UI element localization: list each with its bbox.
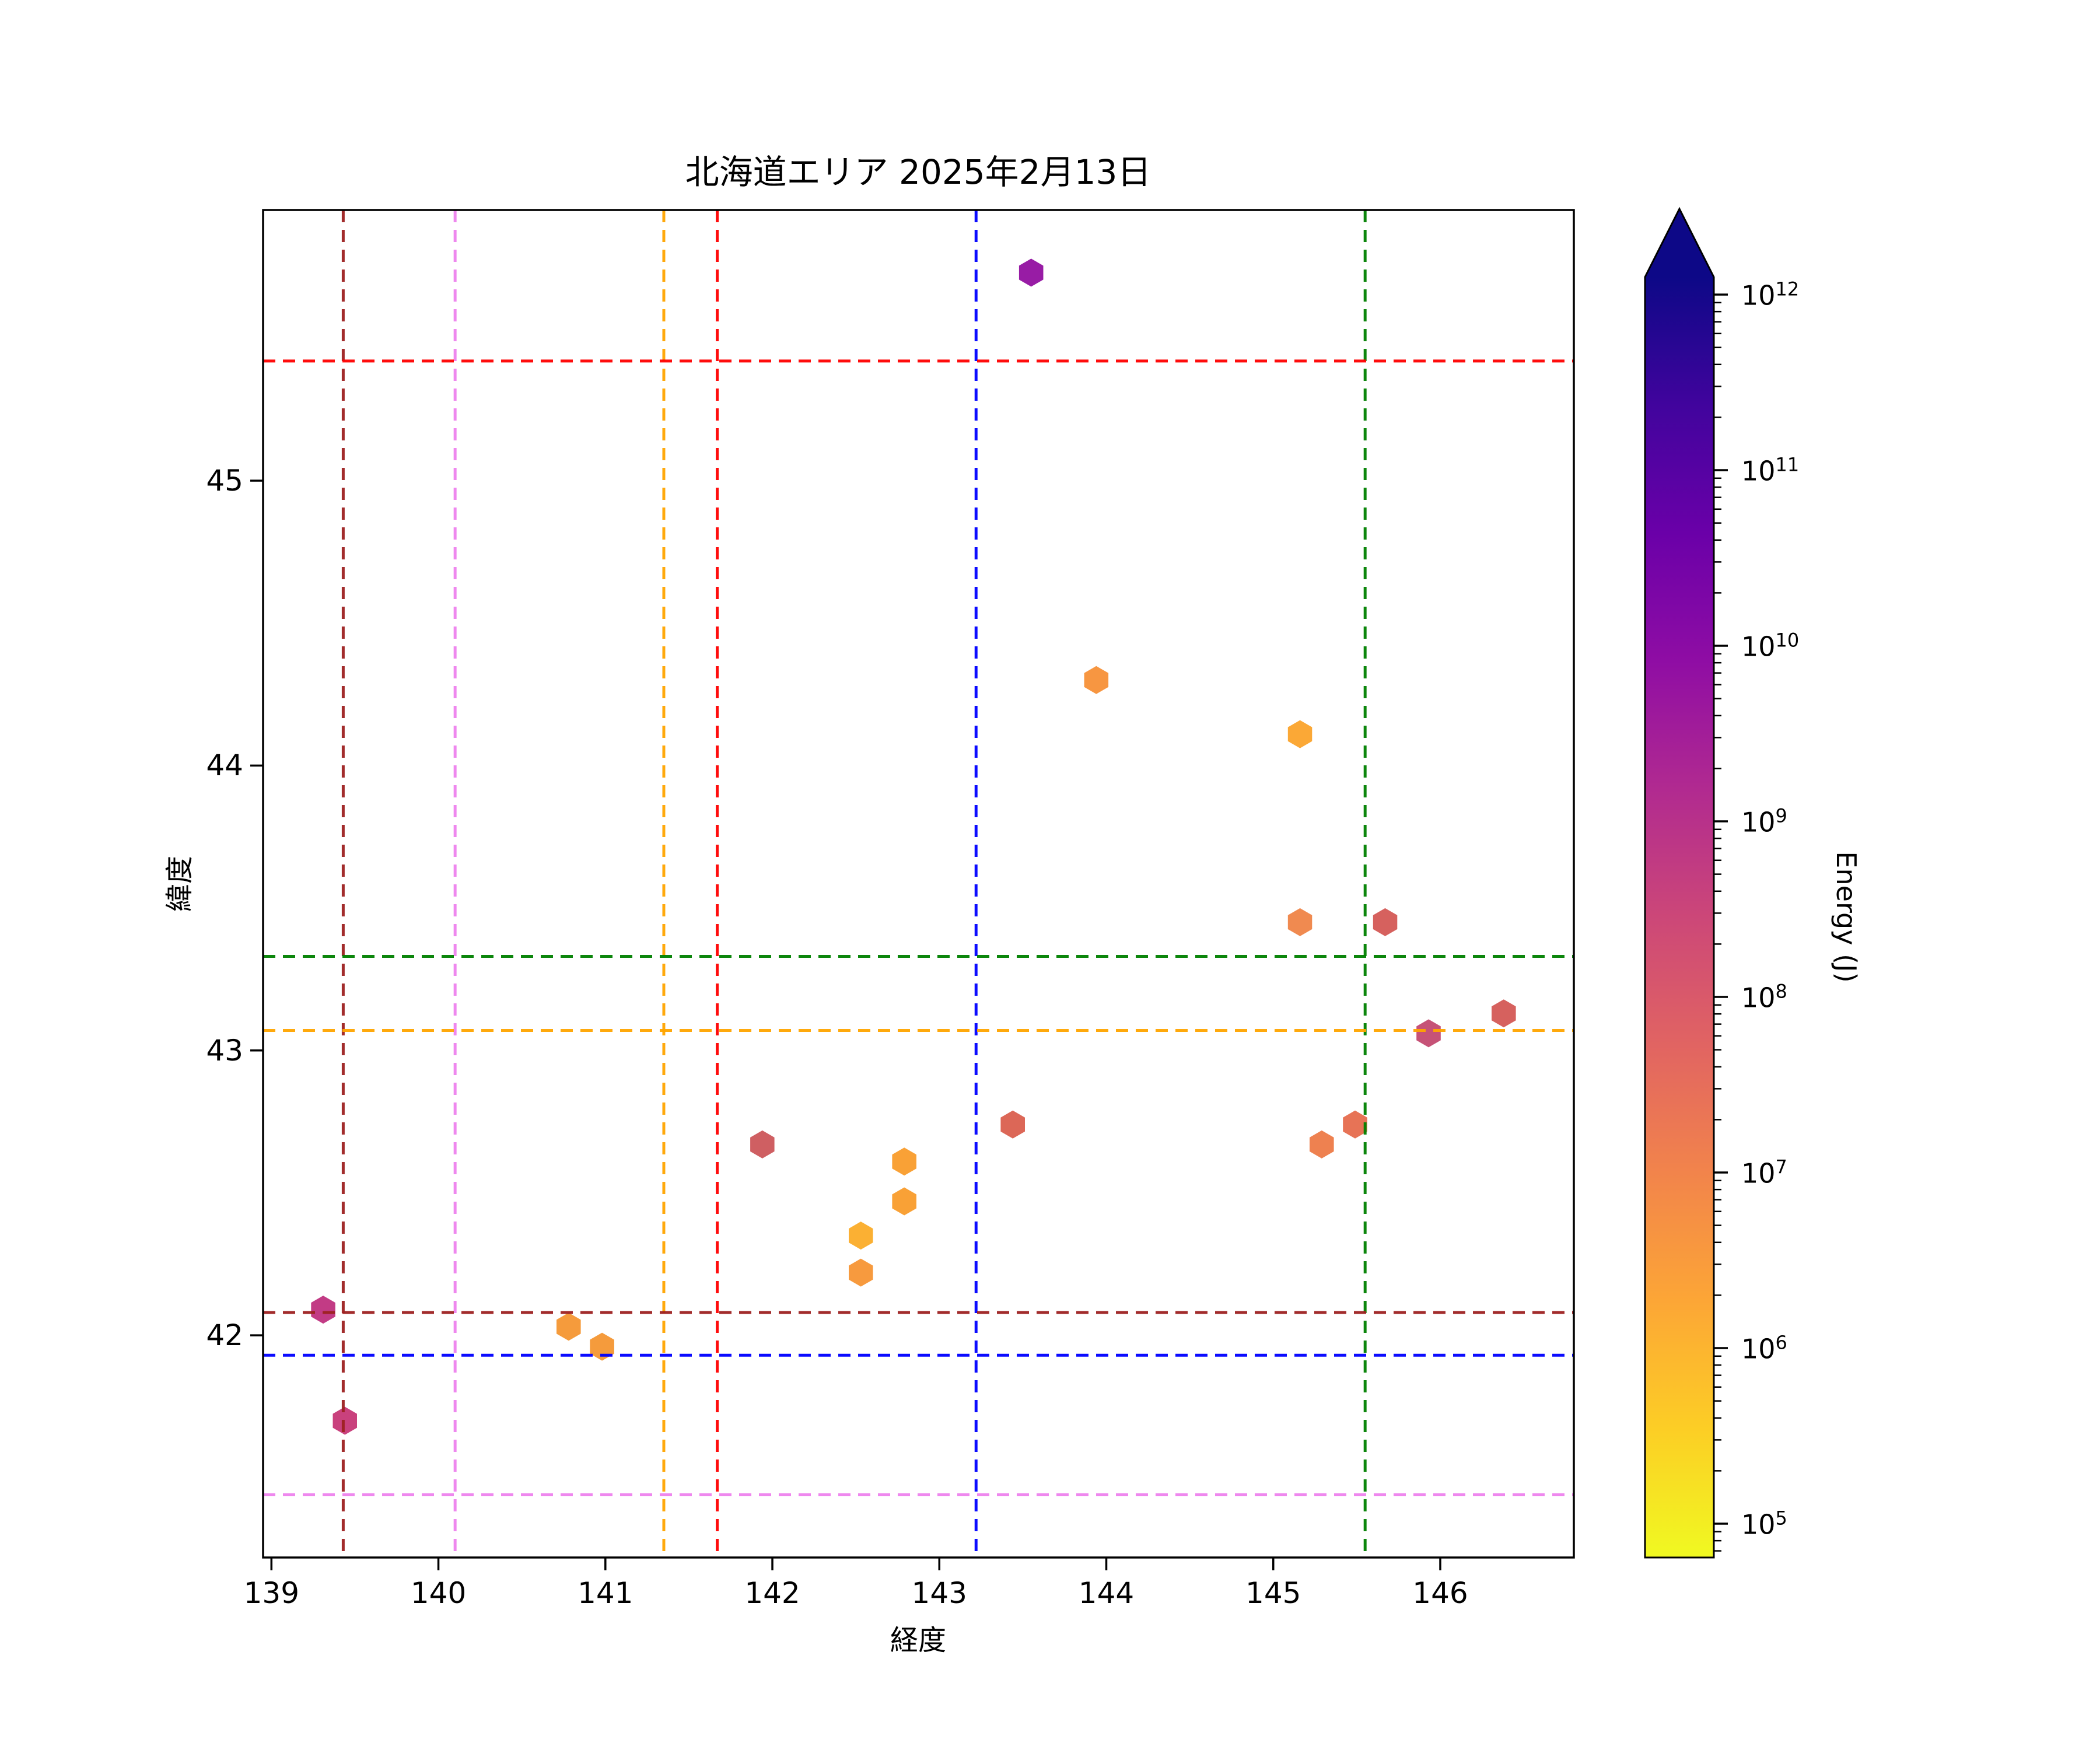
x-tick-label: 141 [578,1576,634,1610]
y-axis-label: 緯度 [163,855,196,912]
x-tick-label: 145 [1245,1576,1301,1610]
x-tick-label: 142 [744,1576,800,1610]
x-axis-label: 経度 [890,1624,947,1657]
y-tick-label: 44 [206,748,243,783]
data-point-hexagon[interactable] [1492,999,1516,1028]
data-point-hexagon[interactable] [849,1222,873,1250]
plot-border [262,209,1575,1559]
y-tick-label: 43 [206,1033,243,1068]
data-point-hexagon[interactable] [311,1296,335,1324]
colorbar-tick-label: 109 [1741,804,1787,838]
data-point-hexagon[interactable] [1287,908,1312,936]
y-tick-label: 42 [206,1318,243,1353]
data-point-hexagon[interactable] [1310,1130,1334,1158]
data-point-hexagon[interactable] [750,1130,775,1158]
colorbar-gradient [1645,277,1714,1558]
colorbar-tick-label: 1012 [1741,278,1800,312]
data-point-hexagon[interactable] [1000,1110,1025,1139]
x-tick-label: 146 [1412,1576,1468,1610]
colorbar-tick-label: 1011 [1741,453,1800,487]
y-tick-label: 45 [206,463,243,498]
chart-title: 北海道エリア 2025年2月13日 [685,152,1152,192]
colorbar-tick-label: 106 [1741,1331,1787,1365]
data-point-hexagon[interactable] [892,1147,916,1176]
data-point-hexagon[interactable] [590,1332,614,1361]
data-point-hexagon[interactable] [1343,1110,1367,1139]
data-point-hexagon[interactable] [332,1406,358,1435]
data-point-hexagon[interactable] [892,1187,916,1216]
colorbar-tick-label: 1010 [1741,629,1800,663]
data-point-hexagon[interactable] [1373,908,1398,936]
x-tick-label: 139 [243,1576,300,1610]
data-point-hexagon[interactable] [1084,666,1109,694]
x-tick-label: 144 [1078,1576,1135,1610]
colorbar-tick-label: 108 [1741,980,1787,1014]
colorbar-extend-arrow [1645,209,1714,277]
colorbar-tick-label: 107 [1741,1156,1787,1189]
data-point-hexagon[interactable] [1287,720,1312,748]
data-point-hexagon[interactable] [1019,258,1044,287]
colorbar-tick-label: 105 [1741,1507,1787,1541]
colorbar-outline [1644,206,1715,1559]
data-point-hexagon[interactable] [556,1312,581,1341]
data-point-hexagon[interactable] [1416,1019,1441,1048]
x-tick-label: 140 [410,1576,467,1610]
colorbar-axis-label: Energy (J) [1831,851,1862,983]
x-tick-label: 143 [911,1576,967,1610]
data-point-hexagon[interactable] [849,1258,873,1287]
